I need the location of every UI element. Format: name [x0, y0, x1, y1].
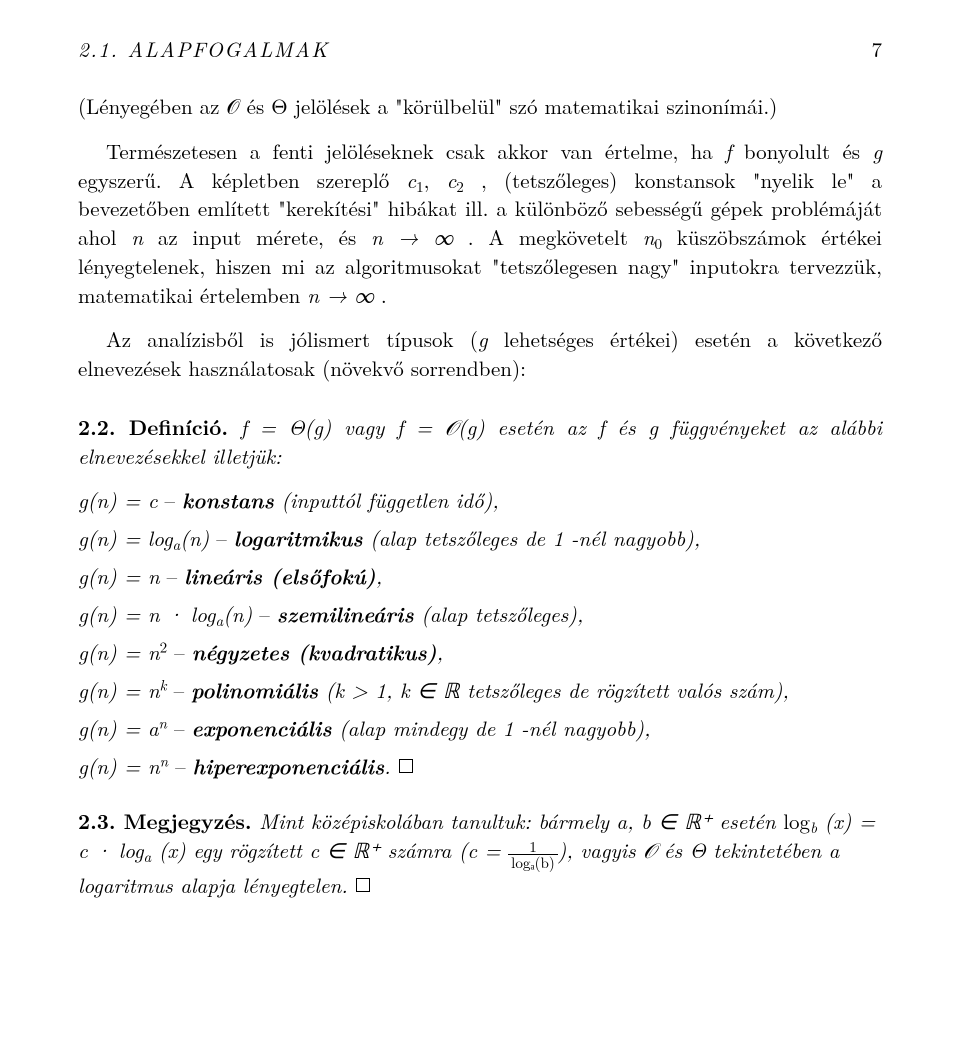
definition-2-2: 2.2. Definíció. f = Θ(g) vagy f = 𝒪(g) e… — [78, 413, 882, 471]
definition-list: g(n) = c – konstans (inputtól független … — [78, 486, 882, 781]
list-item: g(n) = n2 – négyzetes (kvadratikus), — [78, 638, 882, 667]
list-item: g(n) = loga(n) – logaritmikus (alap tets… — [78, 524, 882, 553]
page-content: 2.1. ALAPFOGALMAK 7 (Lényegében az 𝒪 és … — [0, 0, 960, 956]
qed-icon — [356, 878, 370, 892]
list-item: g(n) = nk – polinomiális (k > 1, k ∈ ℝ t… — [78, 676, 882, 705]
section-title: 2.1. ALAPFOGALMAK — [78, 34, 329, 64]
paragraph-3: Az analízisből is jólismert típusok (g l… — [78, 325, 882, 383]
list-item: g(n) = n – lineáris (elsőfokú), — [78, 562, 882, 591]
paragraph-2: Természetesen a fenti jelöléseknek csak … — [78, 137, 882, 310]
list-item: g(n) = an – exponenciális (alap mindegy … — [78, 714, 882, 743]
page-header: 2.1. ALAPFOGALMAK 7 — [78, 34, 882, 64]
fraction: 1logₐ(b) — [508, 839, 558, 871]
qed-icon — [399, 759, 413, 773]
page-number: 7 — [872, 34, 883, 64]
list-item: g(n) = n · loga(n) – szemilineáris (alap… — [78, 600, 882, 629]
remark-2-3: 2.3. Megjegyzés. Mint középiskolában tan… — [78, 807, 882, 899]
definition-label: 2.2. Definíció. — [78, 412, 228, 442]
paragraph-1: (Lényegében az 𝒪 és Θ jelölések a "körül… — [78, 92, 882, 121]
list-item: g(n) = nn – hiperexponenciális. — [78, 752, 882, 781]
remark-label: 2.3. Megjegyzés. — [78, 806, 252, 836]
list-item: g(n) = c – konstans (inputtól független … — [78, 486, 882, 515]
